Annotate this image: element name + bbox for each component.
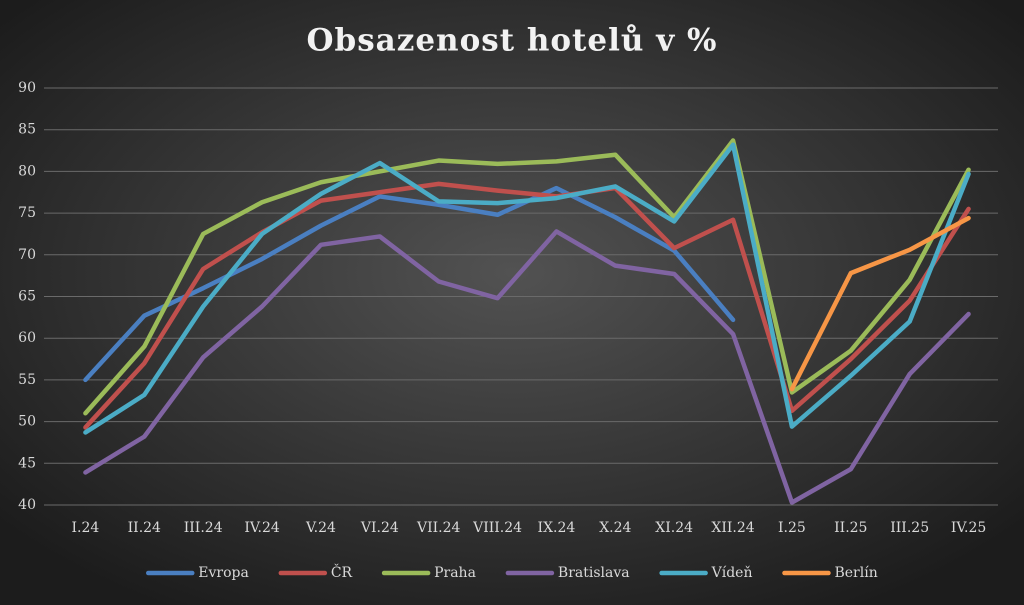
y-tick-label: 70 — [18, 247, 36, 263]
x-tick-label: III.24 — [184, 520, 223, 536]
y-tick-label: 85 — [18, 122, 36, 138]
x-tick-label: III.25 — [890, 520, 929, 536]
legend-label: Bratislava — [558, 565, 630, 581]
x-tick-label: X.24 — [599, 520, 631, 536]
x-tick-label: VI.24 — [360, 520, 399, 536]
series-line — [83, 138, 971, 416]
x-tick-label: II.25 — [834, 520, 867, 536]
x-tick-label: IV.25 — [951, 520, 986, 536]
x-tick-label: I.25 — [778, 520, 806, 536]
x-tick-label: V.24 — [305, 520, 336, 536]
x-tick-label: XI.24 — [655, 520, 693, 536]
y-tick-label: 90 — [18, 80, 36, 96]
y-tick-label: 45 — [18, 455, 36, 471]
series-line — [789, 215, 971, 392]
legend-label: Berlín — [834, 565, 877, 581]
x-tick-label: II.24 — [128, 520, 161, 536]
legend-label: Vídeň — [711, 565, 753, 581]
x-tick-label: IV.24 — [244, 520, 280, 536]
y-tick-label: 55 — [18, 372, 36, 388]
series-line — [83, 185, 736, 383]
x-tick-label: IX.24 — [538, 520, 576, 536]
y-tick-label: 80 — [18, 163, 36, 179]
y-tick-label: 50 — [18, 414, 36, 430]
y-tick-label: 60 — [18, 330, 36, 346]
x-tick-label: I.24 — [72, 520, 100, 536]
series-line — [83, 142, 971, 435]
legend-label: ČR — [331, 563, 353, 581]
x-tick-label: VIII.24 — [472, 520, 522, 536]
y-tick-label: 40 — [18, 497, 36, 513]
y-tick-label: 75 — [18, 205, 36, 221]
series-line — [83, 181, 971, 430]
chart-title: Obsazenost hotelů v % — [307, 23, 718, 59]
series-line — [83, 229, 971, 505]
x-tick-label: XII.24 — [711, 520, 754, 536]
legend-label: Evropa — [198, 565, 249, 581]
x-tick-label: VII.24 — [416, 520, 461, 536]
legend-label: Praha — [434, 565, 476, 581]
y-tick-label: 65 — [18, 289, 36, 305]
